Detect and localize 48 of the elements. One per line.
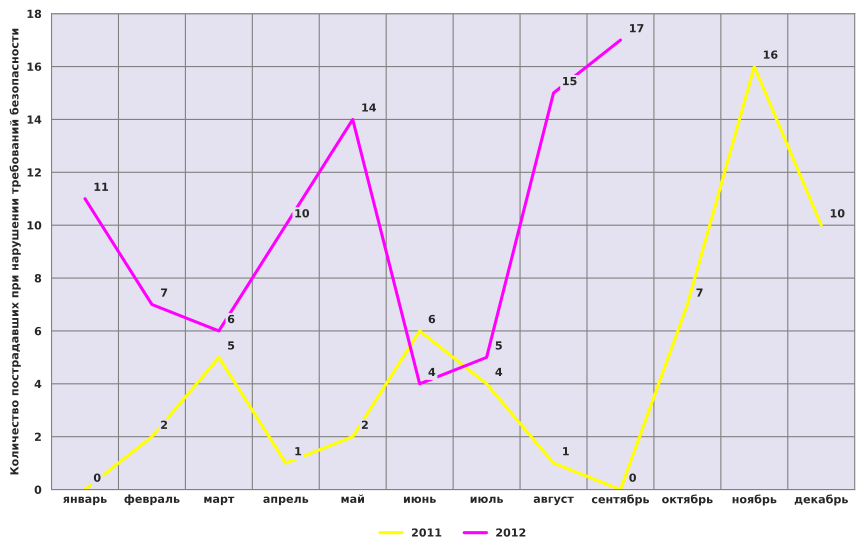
data-label: 1 xyxy=(295,447,302,456)
x-tick-label: август xyxy=(534,496,574,506)
data-label: 7 xyxy=(161,288,168,297)
line-series xyxy=(83,38,622,386)
data-label: 10 xyxy=(295,209,310,218)
data-label: 5 xyxy=(496,341,502,350)
y-tick-label: 2 xyxy=(34,432,41,441)
data-label: 7 xyxy=(696,288,703,297)
x-tick-label: январь xyxy=(63,496,107,506)
data-label: 0 xyxy=(94,473,101,482)
data-label: 14 xyxy=(362,103,376,112)
y-tick-label: 16 xyxy=(28,62,42,71)
data-label: 17 xyxy=(630,24,644,32)
x-tick-label: март xyxy=(204,496,234,506)
data-label: 5 xyxy=(228,341,234,350)
y-tick-label: 0 xyxy=(34,486,42,494)
y-axis-title: Количество пострадавших при нарушении требований безопасности xyxy=(10,28,21,474)
data-label: 6 xyxy=(428,314,436,324)
x-tick-label: апрель xyxy=(263,496,308,506)
x-tick-label: июль xyxy=(470,496,503,504)
data-label: 4 xyxy=(428,368,436,376)
data-label: 10 xyxy=(830,209,845,218)
data-label: 11 xyxy=(94,182,108,191)
x-tick-label: октябрь xyxy=(662,494,713,506)
y-tick-label: 6 xyxy=(34,326,42,336)
x-tick-label: июнь xyxy=(404,496,436,504)
legend-label: 2011 xyxy=(412,528,442,537)
legend-label: 2012 xyxy=(496,528,526,537)
data-label: 16 xyxy=(764,50,778,59)
y-tick-label: 10 xyxy=(28,221,42,230)
data-label: 4 xyxy=(495,368,502,376)
data-label: 2 xyxy=(362,420,368,429)
data-label: 0 xyxy=(629,473,636,482)
data-label: 1 xyxy=(563,447,569,456)
data-label: 2 xyxy=(161,420,168,429)
line-series xyxy=(83,65,823,490)
data-label: 15 xyxy=(563,77,577,86)
y-tick-label: 12 xyxy=(28,168,41,177)
y-tick-label: 18 xyxy=(28,10,42,18)
y-tick-label: 14 xyxy=(28,116,42,124)
x-tick-label: сентябрь xyxy=(592,494,650,506)
data-label: 6 xyxy=(228,314,234,324)
y-tick-label: 8 xyxy=(34,274,42,282)
x-tick-label: декабрь xyxy=(794,494,848,506)
y-tick-label: 4 xyxy=(34,380,42,388)
x-tick-label: ноябрь xyxy=(732,494,776,506)
x-tick-label: май xyxy=(341,494,364,504)
x-tick-label: февраль xyxy=(124,494,180,506)
